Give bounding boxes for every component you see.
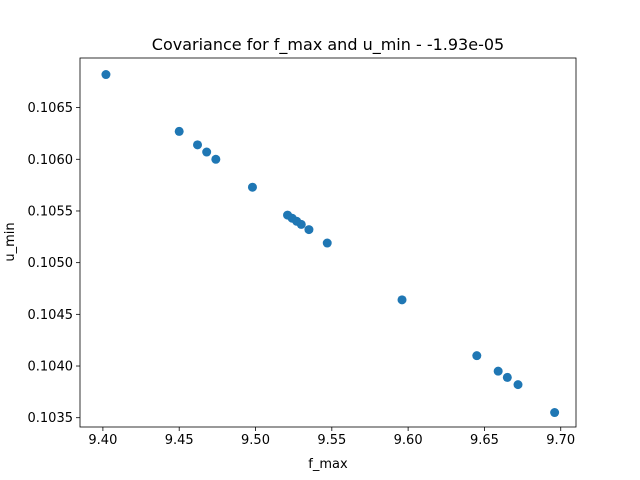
data-point-2 [174,126,184,136]
points-layer [101,70,560,418]
x-tick-label: 9.55 [317,433,346,448]
data-point-13 [397,295,407,305]
data-point-11 [304,225,314,235]
axes-frame [79,57,577,428]
x-tick-label: 9.50 [241,433,270,448]
x-tick-label: 9.65 [470,433,499,448]
x-ticks: 9.40 9.45 9.50 9.55 9.60 9.65 9.70 [88,427,575,448]
y-tick-label: 0.1035 [28,411,74,426]
data-point-4 [202,147,212,157]
data-point-6 [247,182,257,192]
x-tick-label: 9.45 [165,433,194,448]
data-point-3 [193,140,203,150]
y-tick-label: 0.1050 [28,256,74,271]
chart-title: Covariance for f_max and u_min - -1.93e-… [152,35,504,55]
y-tick-label: 0.1060 [28,153,74,168]
data-point-17 [513,380,523,390]
data-point-1 [101,70,111,80]
x-tick-label: 9.70 [546,433,575,448]
y-axis-label: u_min [3,222,18,261]
y-tick-label: 0.1045 [28,308,74,323]
data-point-12 [322,238,332,248]
y-ticks: 0.1035 0.1040 0.1045 0.1050 0.1055 0.1060 0.10… [28,101,80,426]
data-point-15 [493,366,503,376]
data-point-18 [550,408,560,418]
x-tick-label: 9.40 [88,433,117,448]
x-tick-label: 9.60 [394,433,423,448]
data-point-5 [211,154,221,164]
y-tick-label: 0.1040 [28,360,74,375]
y-tick-label: 0.1055 [28,204,74,219]
y-tick-label: 0.1065 [28,101,74,116]
x-axis-label: f_max [308,457,348,472]
data-point-10 [296,219,306,229]
data-point-16 [502,372,512,382]
data-point-14 [472,351,482,361]
